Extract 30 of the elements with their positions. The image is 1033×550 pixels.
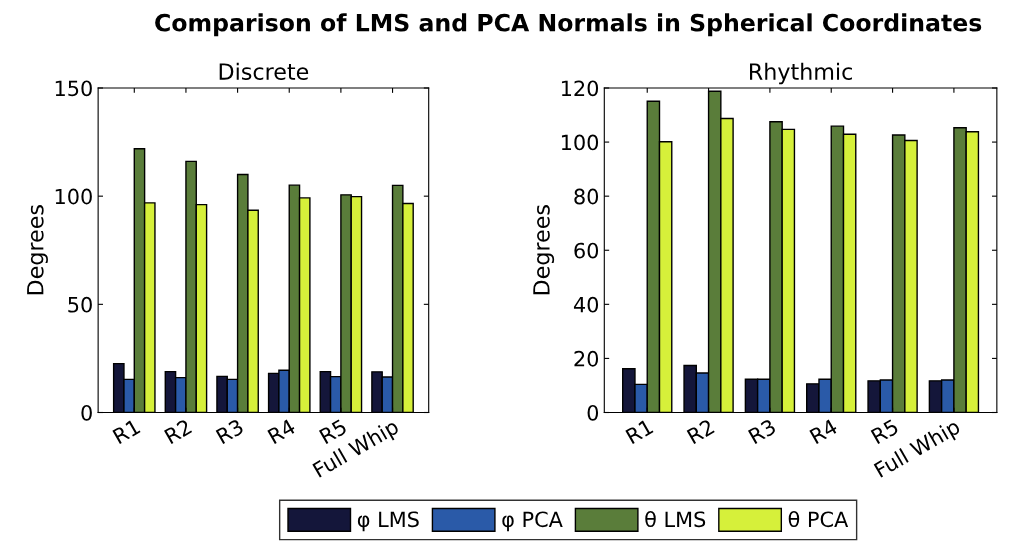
x-tick-label: R4: [267, 418, 297, 444]
x-tick-label: R3: [747, 418, 777, 445]
y-tick-label: 120: [561, 80, 599, 97]
y-tick-label: 150: [55, 80, 92, 97]
legend-label: φ PCA: [502, 511, 563, 532]
y-axis-title: Degrees: [27, 205, 48, 295]
x-tick-label: R5: [870, 418, 900, 445]
y-axis-title: Degrees: [533, 205, 555, 295]
text: Comparison of LMS and PCA Normals in Spherical Coordinates: [155, 13, 982, 37]
x-tick-label: R1: [112, 418, 141, 444]
y-tick-label: 20: [574, 350, 599, 367]
chart-title: Rhythmic: [750, 62, 852, 85]
y-tick-label: 100: [561, 134, 599, 151]
x-tick-label: R3: [215, 418, 245, 445]
legend-label: θ LMS: [645, 510, 706, 528]
legend-label: φ LMS: [357, 511, 419, 532]
y-tick-label: 60: [574, 242, 599, 259]
y-tick-label: 0: [587, 404, 599, 421]
x-tick-label: R4: [809, 418, 839, 444]
x-tick-label: R1: [625, 418, 654, 444]
y-tick-label: 100: [55, 188, 92, 205]
x-tick-label: R5: [318, 418, 348, 445]
y-tick-label: 80: [574, 188, 599, 205]
chart-title: Discrete: [219, 62, 309, 80]
x-tick-label: R2: [163, 418, 193, 444]
y-tick-label: 0: [81, 404, 92, 421]
legend-label: θ PCA: [788, 510, 849, 528]
y-tick-label: 40: [573, 296, 599, 313]
x-tick-label: R2: [686, 418, 715, 444]
y-tick-label: 50: [68, 296, 92, 313]
